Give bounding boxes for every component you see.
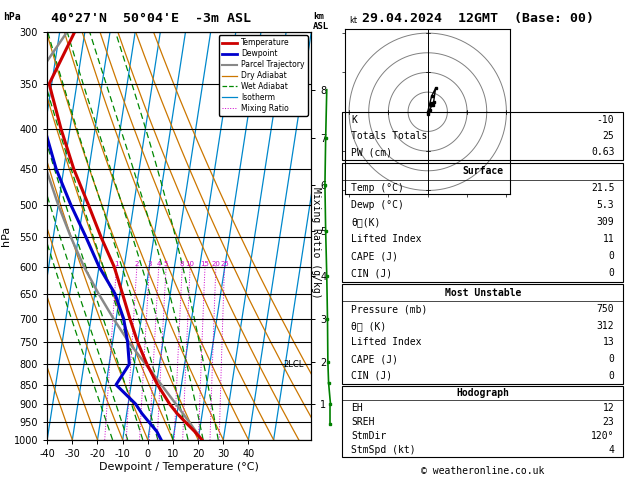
Text: 23: 23	[603, 417, 615, 427]
Text: CAPE (J): CAPE (J)	[351, 354, 398, 364]
Text: 2LCL: 2LCL	[283, 360, 303, 369]
Text: CAPE (J): CAPE (J)	[351, 251, 398, 261]
Text: 1: 1	[114, 260, 119, 267]
Text: hPa: hPa	[3, 12, 21, 22]
Text: 5: 5	[164, 260, 169, 267]
Legend: Temperature, Dewpoint, Parcel Trajectory, Dry Adiabat, Wet Adiabat, Isotherm, Mi: Temperature, Dewpoint, Parcel Trajectory…	[219, 35, 308, 116]
Text: 12: 12	[603, 402, 615, 413]
Text: 0: 0	[608, 354, 615, 364]
Bar	[342, 163, 623, 282]
Text: 120°: 120°	[591, 431, 615, 441]
Text: Lifted Index: Lifted Index	[351, 337, 421, 347]
Text: 312: 312	[597, 321, 615, 331]
Text: 29.04.2024  12GMT  (Base: 00): 29.04.2024 12GMT (Base: 00)	[362, 12, 594, 25]
Text: 0: 0	[608, 268, 615, 278]
Text: Lifted Index: Lifted Index	[351, 234, 421, 244]
Bar	[342, 386, 623, 457]
Text: 5.3: 5.3	[597, 200, 615, 210]
X-axis label: Dewpoint / Temperature (°C): Dewpoint / Temperature (°C)	[99, 462, 259, 471]
Text: 11: 11	[603, 234, 615, 244]
Text: SREH: SREH	[351, 417, 375, 427]
Text: StmSpd (kt): StmSpd (kt)	[351, 445, 416, 455]
Text: 0: 0	[608, 251, 615, 261]
Text: Most Unstable: Most Unstable	[445, 288, 521, 297]
Text: 4: 4	[157, 260, 161, 267]
Text: Hodograph: Hodograph	[456, 388, 509, 399]
Text: CIN (J): CIN (J)	[351, 268, 392, 278]
Text: 25: 25	[220, 260, 229, 267]
Text: 3: 3	[147, 260, 152, 267]
Text: 2: 2	[135, 260, 139, 267]
Text: 25: 25	[603, 131, 615, 141]
Bar	[342, 284, 623, 384]
Text: © weatheronline.co.uk: © weatheronline.co.uk	[421, 466, 545, 476]
Text: StmDir: StmDir	[351, 431, 386, 441]
Y-axis label: hPa: hPa	[1, 226, 11, 246]
Text: EH: EH	[351, 402, 363, 413]
Text: 309: 309	[597, 217, 615, 227]
Bar	[342, 112, 623, 160]
Text: 21.5: 21.5	[591, 183, 615, 193]
Text: 0: 0	[608, 371, 615, 381]
Text: θᴇ (K): θᴇ (K)	[351, 321, 386, 331]
Text: 15: 15	[201, 260, 209, 267]
Text: K: K	[351, 115, 357, 125]
Text: 20: 20	[211, 260, 220, 267]
Text: 40°27'N  50°04'E  -3m ASL: 40°27'N 50°04'E -3m ASL	[51, 12, 251, 25]
Text: Temp (°C): Temp (°C)	[351, 183, 404, 193]
Text: PW (cm): PW (cm)	[351, 147, 392, 157]
Text: kt: kt	[349, 16, 357, 25]
Text: 10: 10	[186, 260, 194, 267]
Text: Dewp (°C): Dewp (°C)	[351, 200, 404, 210]
Text: km
ASL: km ASL	[313, 12, 330, 31]
Text: CIN (J): CIN (J)	[351, 371, 392, 381]
Text: 4: 4	[608, 445, 615, 455]
Text: 13: 13	[603, 337, 615, 347]
Text: -10: -10	[597, 115, 615, 125]
Text: Surface: Surface	[462, 166, 503, 176]
Text: θᴇ(K): θᴇ(K)	[351, 217, 381, 227]
Text: Pressure (mb): Pressure (mb)	[351, 304, 428, 314]
Text: 750: 750	[597, 304, 615, 314]
Text: Mixing Ratio (g/kg): Mixing Ratio (g/kg)	[311, 187, 321, 299]
Text: Totals Totals: Totals Totals	[351, 131, 428, 141]
Text: 0.63: 0.63	[591, 147, 615, 157]
Text: 8: 8	[180, 260, 184, 267]
